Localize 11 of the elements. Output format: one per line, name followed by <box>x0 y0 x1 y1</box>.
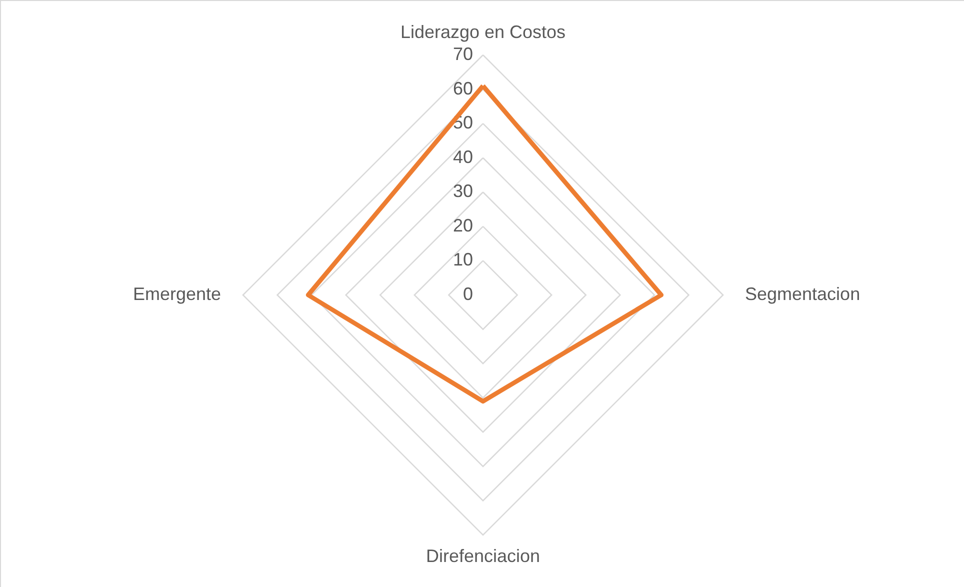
spoke-label: Emergente <box>132 284 221 304</box>
y-tick-label: 10 <box>452 250 473 270</box>
y-tick-label: 70 <box>452 44 473 64</box>
y-tick-label: 20 <box>452 215 473 236</box>
spoke-label: Segmentacion <box>745 284 860 304</box>
y-tick-label: 60 <box>452 78 473 98</box>
y-tick-label: 0 <box>462 284 473 304</box>
spoke-label: Liderazgo en Costos <box>400 22 566 42</box>
spoke-label: Direfenciacion <box>426 546 540 566</box>
y-tick-label: 40 <box>452 146 473 167</box>
y-tick-label: 30 <box>452 181 473 202</box>
